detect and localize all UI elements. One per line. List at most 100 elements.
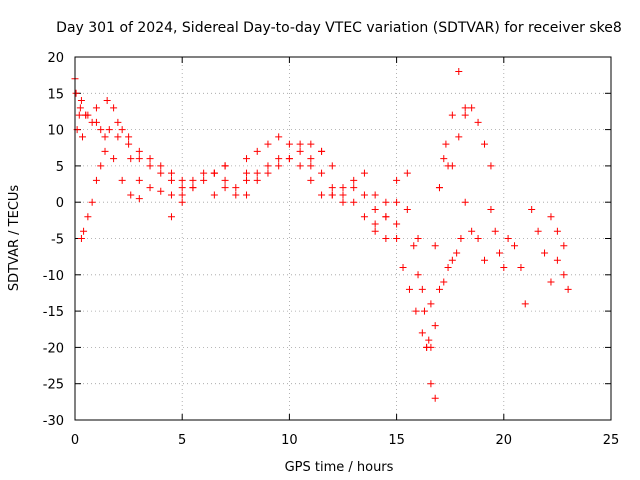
series-sat-z (528, 205, 568, 286)
series-sat-g (167, 162, 229, 221)
data-point (97, 162, 105, 170)
series-sat-y (511, 242, 529, 308)
series-sat-u (435, 68, 469, 192)
data-point (243, 169, 251, 177)
data-point (487, 205, 495, 213)
data-point (296, 140, 304, 148)
data-point (560, 271, 568, 279)
data-point (264, 162, 272, 170)
data-point (146, 162, 154, 170)
data-point (350, 184, 358, 192)
data-point (167, 191, 175, 199)
data-point (243, 176, 251, 184)
data-point (418, 329, 426, 337)
data-point (189, 184, 197, 192)
data-point (307, 162, 315, 170)
x-tick-label: 5 (178, 433, 186, 448)
data-point (285, 155, 293, 163)
data-point (427, 300, 435, 308)
series-sat-o (371, 169, 411, 228)
data-point (178, 198, 186, 206)
data-point (371, 191, 379, 199)
data-point (393, 220, 401, 228)
y-axis-label: SDTVAR / TECUs (7, 185, 22, 292)
plot-marks (71, 68, 572, 402)
data-point (285, 140, 293, 148)
data-point (461, 198, 469, 206)
data-point (101, 133, 109, 141)
data-point (114, 118, 122, 126)
data-point (135, 147, 143, 155)
data-point (487, 162, 495, 170)
data-point (504, 235, 512, 242)
data-point (110, 104, 118, 112)
data-point (296, 147, 304, 155)
y-tick-label: 20 (47, 51, 64, 66)
data-point (92, 176, 100, 184)
data-point (481, 140, 489, 148)
data-point (200, 169, 208, 177)
data-point (418, 285, 426, 293)
data-point (82, 111, 90, 119)
series-sat-j (221, 133, 326, 170)
data-point (431, 242, 439, 250)
data-point (511, 242, 519, 250)
data-point (253, 147, 261, 155)
series-sat-h (189, 155, 283, 192)
data-point (92, 104, 100, 112)
data-point (210, 169, 218, 177)
data-point (528, 205, 536, 213)
series-sat-aa (547, 213, 572, 293)
data-point (77, 97, 85, 105)
data-point (547, 213, 555, 221)
data-point (328, 191, 336, 199)
series-sat-w (468, 227, 489, 264)
data-point (110, 155, 118, 163)
data-point (382, 198, 390, 206)
data-point (97, 126, 105, 134)
data-point (461, 104, 469, 112)
data-point (167, 176, 175, 184)
data-point (405, 285, 413, 293)
data-point (264, 169, 272, 177)
data-point (84, 213, 92, 221)
y-tick-label: 15 (47, 87, 64, 102)
data-point (440, 278, 448, 286)
data-point (553, 227, 561, 235)
data-point (339, 191, 347, 199)
data-point (553, 256, 561, 264)
data-point (77, 235, 85, 242)
data-point (146, 155, 154, 163)
data-point (232, 184, 240, 192)
y-tick-label: -5 (51, 233, 64, 248)
series-sat-l (285, 155, 390, 221)
data-point (453, 249, 461, 257)
series-sat-m (307, 162, 401, 242)
data-point (88, 118, 96, 126)
grid (75, 57, 611, 420)
data-point (427, 380, 435, 388)
data-point (157, 169, 165, 177)
data-point (232, 191, 240, 199)
data-point (541, 249, 549, 257)
series-sat-v (448, 104, 495, 170)
data-point (105, 126, 113, 134)
data-point (210, 191, 218, 199)
series-sat-b (72, 89, 186, 192)
data-point (491, 227, 499, 235)
data-point (275, 155, 283, 163)
data-point (360, 213, 368, 221)
data-point (275, 162, 283, 170)
y-tick-label: -15 (43, 305, 64, 320)
data-point (455, 133, 463, 141)
x-tick-label: 0 (71, 433, 79, 448)
series-sat-e (73, 111, 87, 141)
data-point (79, 133, 87, 141)
data-point (423, 343, 431, 351)
data-point (127, 155, 135, 163)
data-point (221, 162, 229, 170)
data-point (189, 176, 197, 184)
y-tick-label: 10 (47, 124, 64, 139)
data-point (296, 162, 304, 170)
